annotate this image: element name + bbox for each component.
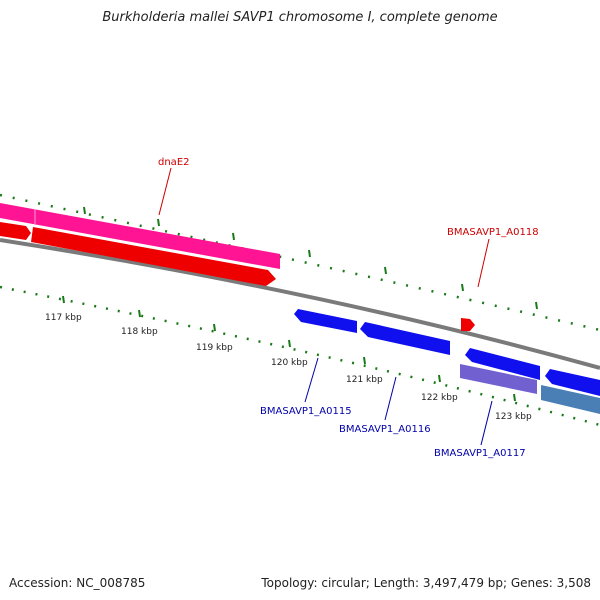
gene-arrow-blue-0116[interactable] [360,322,450,355]
tick-label-119: 119 kbp [196,343,233,353]
a0116-leader [384,376,397,421]
gene-feature-purple[interactable] [460,364,537,394]
gene-feature-steelblue[interactable] [541,385,600,414]
gene-label-a0117[interactable]: BMASAVP1_A0117 [434,448,526,459]
gene-arrow-red-left[interactable] [0,222,31,240]
gene-arrow-blue-right[interactable] [545,369,600,396]
tick-label-122: 122 kbp [421,393,458,403]
accession-text: Accession: NC_008785 [9,576,146,590]
tick-label-120: 120 kbp [271,358,308,368]
tick-label-123: 123 kbp [495,412,532,422]
gene-arrow-blue-0115[interactable] [294,309,357,333]
tick-marks [62,295,516,402]
backbone-line [0,238,600,370]
a0117-leader [480,400,493,446]
a0115-leader [304,357,319,403]
gene-label-a0115[interactable]: BMASAVP1_A0115 [260,406,352,417]
gene-label-dnaE2[interactable]: dnaE2 [158,157,190,168]
dnaE2-leader [158,167,172,216]
gene-arrow-blue-0117[interactable] [465,348,540,380]
genome-summary-text: Topology: circular; Length: 3,497,479 bp… [261,576,591,590]
dnaE2-gene-feature[interactable] [0,203,280,269]
tick-label-117: 117 kbp [45,313,82,323]
a0118-leader [477,238,490,288]
gene-arrow-red-small[interactable] [461,318,475,331]
tick-label-118: 118 kbp [121,327,158,337]
gene-label-a0116[interactable]: BMASAVP1_A0116 [339,424,431,435]
map-title: Burkholderia mallei SAVP1 chromosome I, … [102,10,498,25]
gene-label-a0118[interactable]: BMASAVP1_A0118 [447,227,539,238]
tick-label-121: 121 kbp [346,375,383,385]
gene-arrow-red-main[interactable] [31,227,276,286]
upper-tick-marks [83,206,538,310]
tick-dotted-track [0,285,600,427]
